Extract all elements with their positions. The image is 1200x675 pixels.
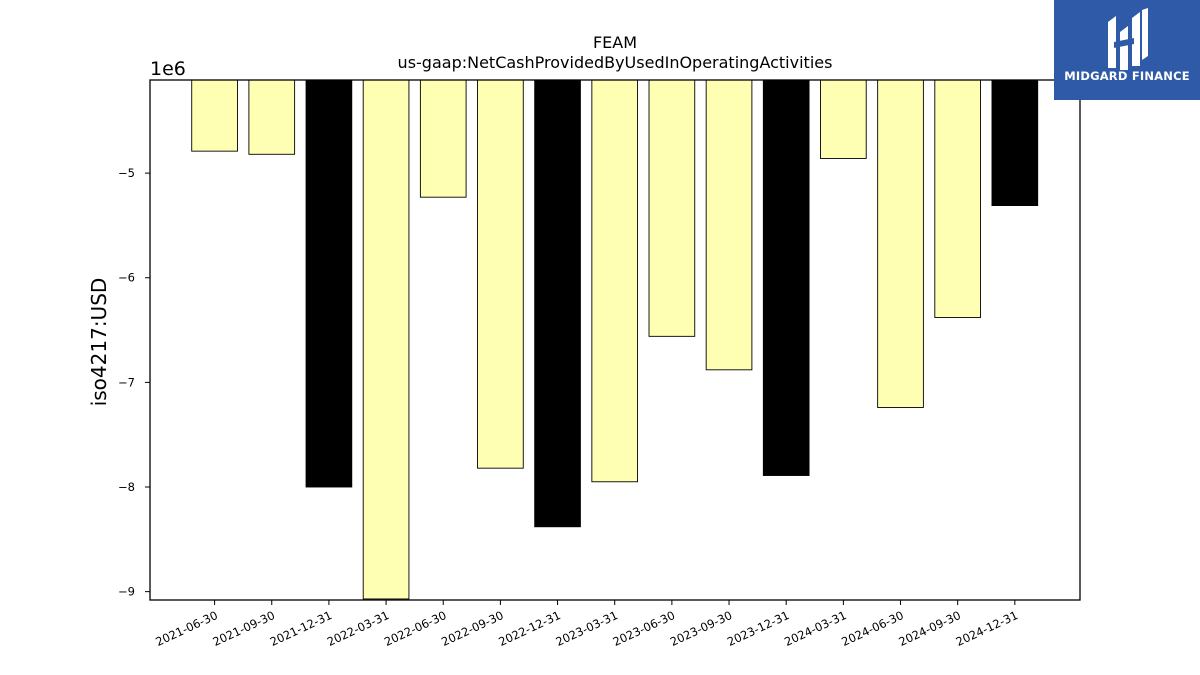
y-ticks-group: −5 −6 −7 −8 −9 [118, 166, 150, 599]
y-tick-label: −8 [118, 480, 135, 494]
bar-2024-12-31 [991, 79, 1039, 207]
x-tick-label: 2023-09-30 [668, 608, 734, 649]
chart-title: FEAM [593, 33, 637, 52]
bar-2022-03-31 [362, 79, 410, 600]
bar-2023-12-31 [762, 79, 810, 476]
y-tick-label: −7 [118, 375, 135, 389]
y-tick-label: −9 [118, 585, 135, 599]
bar-2024-06-30 [877, 79, 924, 408]
x-tick-label: 2022-09-30 [439, 608, 505, 649]
x-tick-label: 2022-03-31 [325, 608, 391, 649]
x-tick-label: 2021-06-30 [153, 608, 219, 649]
bar-2022-06-30 [419, 79, 467, 198]
y-axis-label: iso4217:USD [87, 278, 111, 407]
x-tick-label: 2021-12-31 [268, 608, 334, 649]
bar-2024-09-30 [934, 79, 981, 318]
x-tick-label: 2023-06-30 [611, 608, 677, 649]
bar-2023-06-30 [648, 79, 696, 337]
x-ticks-group: 2021-06-302021-09-302021-12-312022-03-31… [153, 600, 1020, 649]
x-tick-label: 2023-03-31 [553, 608, 619, 649]
midgard-logo: MIDGARD FINANCE [1054, 0, 1200, 100]
bar-2022-12-31 [534, 79, 581, 528]
midgard-logo-icon [1108, 8, 1148, 70]
x-tick-label: 2022-06-30 [382, 608, 448, 649]
plot-frame [149, 79, 1081, 601]
bar-2024-03-31 [820, 79, 867, 159]
bar-2021-12-31 [305, 79, 353, 488]
x-tick-label: 2024-12-31 [954, 608, 1020, 649]
bar-2022-09-30 [477, 79, 524, 469]
y-tick-label: −6 [118, 271, 135, 285]
logo-text: MIDGARD FINANCE [1064, 69, 1190, 83]
x-tick-label: 2024-03-31 [782, 608, 848, 649]
x-tick-label: 2024-06-30 [839, 608, 905, 649]
y-offset-label: 1e6 [150, 58, 186, 80]
bar-2021-09-30 [248, 79, 296, 155]
bar-2023-09-30 [705, 79, 753, 371]
bars-group [191, 79, 1039, 600]
x-tick-label: 2021-09-30 [211, 608, 277, 649]
x-tick-label: 2023-12-31 [725, 608, 791, 649]
bar-2021-06-30 [191, 79, 238, 152]
x-tick-label: 2022-12-31 [496, 608, 562, 649]
y-tick-label: −5 [118, 166, 135, 180]
chart-subtitle: us-gaap:NetCashProvidedByUsedInOperating… [398, 53, 833, 72]
x-tick-label: 2024-09-30 [896, 608, 962, 649]
bar-2023-03-31 [591, 79, 639, 483]
